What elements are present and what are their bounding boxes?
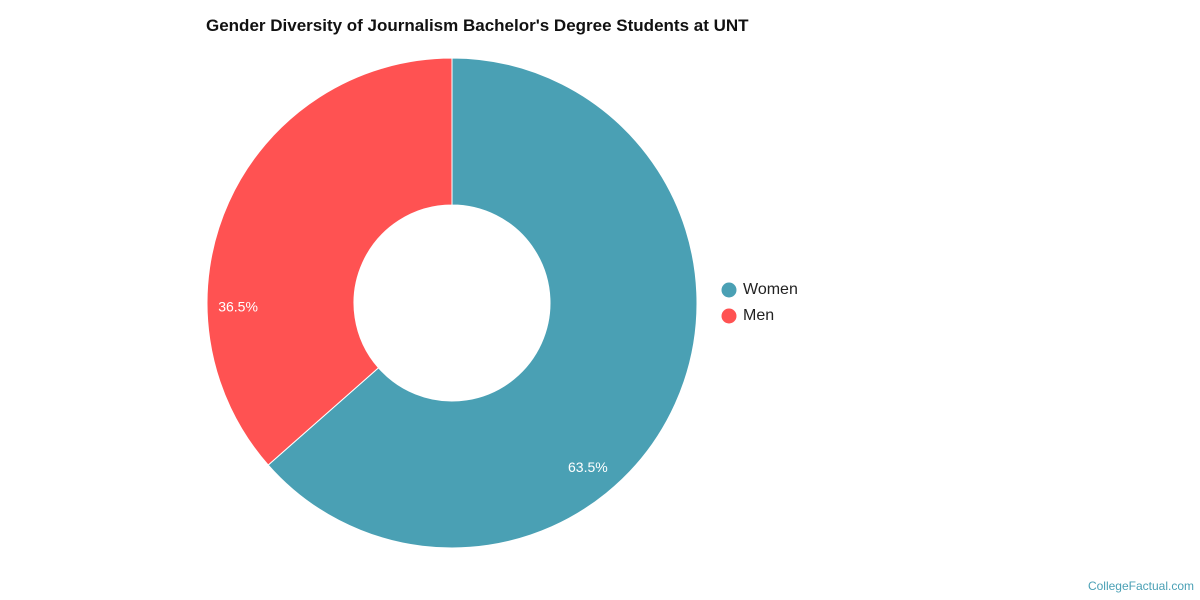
chart-slices xyxy=(206,57,698,549)
chart-title: Gender Diversity of Journalism Bachelor'… xyxy=(206,16,749,35)
slice-women xyxy=(267,57,698,549)
slice-label-men: 36.5% xyxy=(218,299,258,315)
legend-marker-women xyxy=(721,282,737,298)
slice-men xyxy=(206,57,453,466)
watermark-link[interactable]: CollegeFactual.com xyxy=(1087,579,1194,593)
slice-label-women: 63.5% xyxy=(568,459,608,475)
legend-label-women: Women xyxy=(743,281,798,298)
legend-label-men: Men xyxy=(743,307,774,324)
chart-slice-labels: 63.5% 36.5% xyxy=(218,299,608,475)
legend-item-men[interactable]: Men xyxy=(721,307,775,324)
chart-legend: Women Men xyxy=(721,281,798,324)
legend-marker-men xyxy=(721,308,737,324)
legend-item-women[interactable]: Women xyxy=(721,281,798,298)
